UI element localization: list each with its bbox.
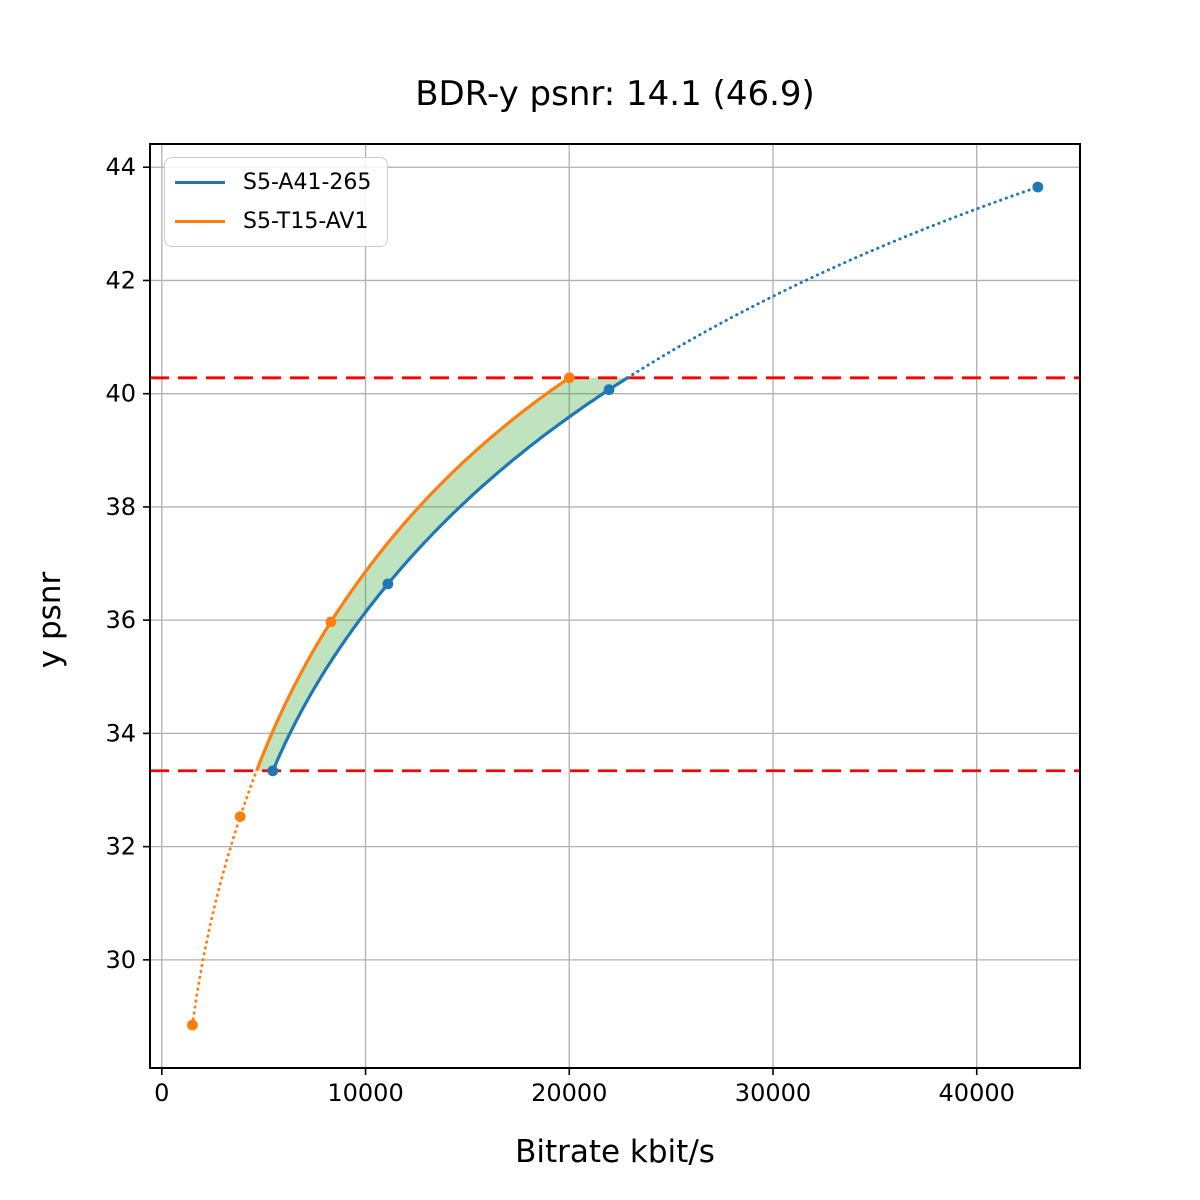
y-tick-label: 34 — [105, 719, 136, 747]
series-line-dotted-s5-a41-265 — [626, 185, 1040, 380]
chart-title: BDR-y psnr: 14.1 (46.9) — [415, 74, 815, 114]
data-point-marker — [234, 811, 246, 822]
legend-entry: S5-T15-AV1 — [175, 209, 371, 234]
y-tick-label: 40 — [105, 380, 136, 408]
x-tick-label: 10000 — [327, 1079, 403, 1107]
data-point-markers — [187, 181, 1044, 1031]
y-tick-label: 38 — [105, 493, 136, 521]
y-axis-label: y psnr — [32, 571, 68, 669]
x-tick-label: 40000 — [939, 1079, 1015, 1107]
legend: S5-A41-265 S5-T15-AV1 — [164, 157, 389, 247]
series-line-solid-s5-a41-265 — [271, 376, 629, 772]
series-lines — [190, 185, 1040, 1027]
legend-swatch-orange — [175, 220, 225, 223]
data-point-marker — [603, 384, 615, 396]
y-tick-label: 30 — [105, 946, 136, 974]
data-point-marker — [563, 372, 575, 384]
series-line-dotted-s5-t15-av1 — [190, 769, 259, 1027]
series-line-solid-s5-t15-av1 — [255, 376, 571, 772]
x-tick-label: 0 — [154, 1079, 169, 1107]
data-point-marker — [382, 578, 394, 590]
plot-frame — [149, 143, 1081, 1069]
legend-entry: S5-A41-265 — [175, 170, 371, 195]
y-tick-label: 32 — [105, 833, 136, 861]
legend-label: S5-T15-AV1 — [243, 209, 369, 234]
legend-swatch-blue — [175, 181, 225, 184]
data-point-marker — [267, 765, 279, 777]
y-tick-label: 36 — [105, 606, 136, 634]
bd-region-fill — [256, 377, 628, 771]
bd-region — [256, 377, 628, 771]
grid — [150, 144, 1080, 1068]
x-tick-label: 20000 — [531, 1079, 607, 1107]
axes: 0 10000 20000 30000 40000 30 32 34 36 38 40 42 44 — [105, 143, 1081, 1107]
data-point-marker — [325, 616, 337, 628]
x-tick-label: 30000 — [735, 1079, 811, 1107]
legend-label: S5-A41-265 — [243, 170, 372, 195]
y-tick-label: 44 — [105, 153, 136, 181]
reference-lines — [150, 376, 1080, 773]
y-tick-label: 42 — [105, 266, 136, 294]
x-axis-label: Bitrate kbit/s — [515, 1134, 715, 1170]
data-point-marker — [187, 1019, 198, 1031]
data-point-marker — [1032, 181, 1044, 193]
